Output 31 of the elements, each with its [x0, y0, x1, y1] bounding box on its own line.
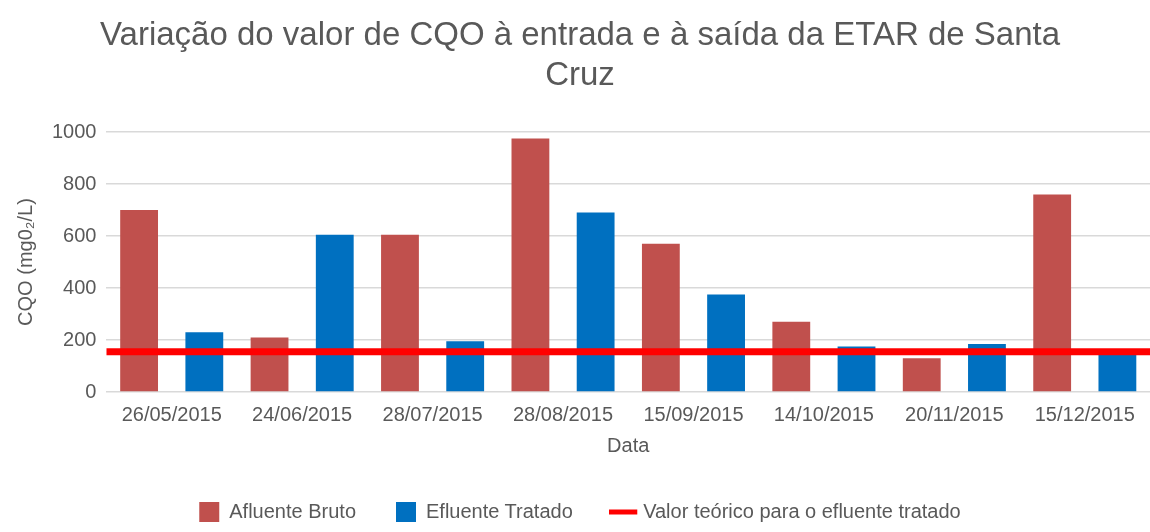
bar [1098, 353, 1137, 392]
bar [120, 210, 159, 392]
bar [315, 234, 354, 392]
legend-label: Afluente Bruto [229, 499, 357, 522]
legend-label: Valor teórico para o efluente tratado [643, 499, 961, 522]
y-tick-label: 0 [85, 379, 97, 402]
bar [381, 234, 419, 392]
x-tick-label: 26/05/2015 [121, 402, 222, 425]
y-tick-label: 800 [63, 171, 97, 194]
x-tick-label: 15/09/2015 [643, 402, 744, 425]
y-axis-title: CQO (mg0₂/L) [13, 198, 36, 326]
bar [1033, 194, 1072, 392]
bar [707, 294, 745, 392]
legend-label: Efluente Tratado [426, 499, 573, 522]
x-tick-label: 20/11/2015 [905, 402, 1004, 425]
x-tick-label: 28/07/2015 [382, 402, 483, 425]
bar [576, 212, 615, 392]
x-axis-title: Data [607, 433, 651, 456]
bar [772, 321, 811, 392]
y-tick-label: 400 [63, 275, 97, 298]
x-tick-label: 14/10/2015 [773, 402, 874, 425]
x-tick-label: 28/08/2015 [512, 402, 614, 425]
chart-title: Variação do valor de CQO à entrada e à saída da ETAR de Santa Cruz [100, 14, 1061, 94]
y-tick-label: 200 [63, 327, 97, 350]
bar [641, 243, 680, 392]
y-tick-label: 1000 [51, 119, 97, 142]
x-tick-label: 24/06/2015 [252, 402, 353, 425]
x-tick-label: 15/12/2015 [1034, 402, 1135, 425]
bar [902, 358, 941, 392]
y-tick-label: 600 [63, 223, 97, 246]
bar [511, 138, 550, 392]
